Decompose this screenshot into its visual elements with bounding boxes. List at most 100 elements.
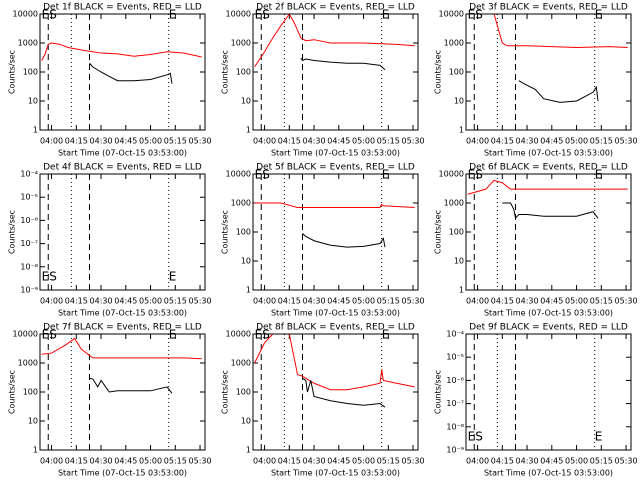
y-tick-label: 10⁻⁹ xyxy=(20,286,38,295)
chart-title: Det 3f BLACK = Events, RED = LLD xyxy=(469,3,628,13)
y-tick-label: 100 xyxy=(23,388,38,397)
y-tick-label: 10⁻⁷ xyxy=(446,399,464,408)
y-tick-label: 10⁻⁶ xyxy=(446,376,464,385)
series-line xyxy=(467,179,628,195)
y-axis-label: Counts/sec xyxy=(221,370,230,414)
series-line xyxy=(41,42,202,61)
y-tick-label: 100 xyxy=(236,68,251,77)
x-axis-label: Start Time (07-Oct-15 03:53:00) xyxy=(58,149,187,158)
x-tick-label: 04:00 xyxy=(466,137,489,146)
series-line xyxy=(254,333,415,391)
x-tick-label: 05:00 xyxy=(565,297,588,306)
x-tick-label: 05:00 xyxy=(352,457,375,466)
x-tick-label: 04:30 xyxy=(90,297,113,306)
series-line xyxy=(89,377,173,394)
plot-frame xyxy=(39,173,206,291)
annotation: ES xyxy=(468,430,483,444)
x-tick-label: 05:15 xyxy=(377,137,400,146)
x-tick-label: 05:30 xyxy=(615,137,638,146)
x-axis-label: Start Time (07-Oct-15 03:53:00) xyxy=(58,469,187,478)
y-tick-label: 100 xyxy=(449,68,464,77)
y-tick-label: 10 xyxy=(28,97,38,106)
x-tick-label: 05:30 xyxy=(402,137,425,146)
series-line xyxy=(41,337,202,360)
x-tick-label: 04:45 xyxy=(114,297,137,306)
x-tick-label: 04:45 xyxy=(540,457,563,466)
x-tick-label: 04:15 xyxy=(278,137,301,146)
x-tick-label: 05:30 xyxy=(189,297,212,306)
x-tick-label: 05:15 xyxy=(164,137,187,146)
y-tick-label: 100 xyxy=(449,228,464,237)
y-tick-label: 1 xyxy=(459,126,464,135)
y-tick-label: 1000 xyxy=(444,39,464,48)
y-tick-label: 1000 xyxy=(18,39,38,48)
y-tick-label: 10 xyxy=(28,417,38,426)
series-line xyxy=(502,202,599,220)
series-line xyxy=(300,57,386,71)
y-tick-label: 10 xyxy=(454,97,464,106)
y-tick-label: 10⁻⁵ xyxy=(20,193,38,202)
series-line xyxy=(518,80,599,103)
y-tick-label: 10000 xyxy=(226,10,251,19)
x-tick-label: 05:15 xyxy=(590,297,613,306)
x-tick-label: 05:30 xyxy=(189,457,212,466)
plot-frame xyxy=(252,13,419,131)
x-tick-label: 04:30 xyxy=(516,297,539,306)
x-tick-label: 04:00 xyxy=(466,297,489,306)
series-line xyxy=(89,62,173,84)
y-tick-label: 1 xyxy=(246,286,251,295)
x-axis-label: Start Time (07-Oct-15 03:53:00) xyxy=(271,309,400,318)
x-tick-label: 04:15 xyxy=(65,297,88,306)
x-tick-label: 05:15 xyxy=(377,457,400,466)
y-tick-label: 100 xyxy=(23,68,38,77)
y-tick-label: 10000 xyxy=(226,170,251,179)
plot-frame xyxy=(465,333,632,451)
x-tick-label: 04:00 xyxy=(466,457,489,466)
y-tick-label: 1 xyxy=(246,126,251,135)
x-axis-label: Start Time (07-Oct-15 03:53:00) xyxy=(271,469,400,478)
y-tick-label: 1000 xyxy=(231,39,251,48)
y-axis-label: Counts/sec xyxy=(8,370,17,414)
y-tick-label: 10 xyxy=(241,257,251,266)
y-tick-label: 10⁻⁵ xyxy=(446,353,464,362)
x-tick-label: 04:30 xyxy=(303,297,326,306)
x-tick-label: 05:00 xyxy=(139,297,162,306)
y-tick-label: 10 xyxy=(241,97,251,106)
y-tick-label: 10⁻⁴ xyxy=(20,170,38,179)
y-tick-label: 1 xyxy=(459,286,464,295)
chart-title: Det 1f BLACK = Events, RED = LLD xyxy=(43,3,202,13)
y-axis-label: Counts/sec xyxy=(221,210,230,254)
series-line xyxy=(302,232,386,248)
series-line xyxy=(254,202,415,208)
y-tick-label: 10000 xyxy=(439,170,464,179)
chart-title: Det 7f BLACK = Events, RED = LLD xyxy=(43,323,202,333)
x-tick-label: 04:15 xyxy=(65,457,88,466)
y-tick-label: 10 xyxy=(241,417,251,426)
y-axis-label: Counts/sec xyxy=(8,50,17,94)
y-tick-label: 10⁻⁴ xyxy=(446,330,464,339)
x-tick-label: 05:30 xyxy=(615,457,638,466)
annotation: E xyxy=(169,270,177,284)
x-tick-label: 04:00 xyxy=(40,457,63,466)
x-tick-label: 04:45 xyxy=(540,137,563,146)
x-tick-label: 05:00 xyxy=(565,457,588,466)
plot-frame xyxy=(252,173,419,291)
plot-frame xyxy=(465,13,632,131)
x-tick-label: 04:45 xyxy=(114,457,137,466)
x-tick-label: 04:30 xyxy=(516,457,539,466)
y-tick-label: 10⁻⁹ xyxy=(446,446,464,455)
x-tick-label: 04:15 xyxy=(491,137,514,146)
x-tick-label: 04:00 xyxy=(253,457,276,466)
y-tick-label: 10⁻⁷ xyxy=(20,239,38,248)
x-axis-label: Start Time (07-Oct-15 03:53:00) xyxy=(484,309,613,318)
x-tick-label: 05:30 xyxy=(615,297,638,306)
y-tick-label: 1000 xyxy=(231,359,251,368)
y-axis-label: Counts/sec xyxy=(434,370,443,414)
y-tick-label: 100 xyxy=(236,228,251,237)
y-axis-label: Counts/sec xyxy=(434,50,443,94)
y-tick-label: 10⁻⁶ xyxy=(20,216,38,225)
annotation: E xyxy=(595,430,603,444)
chart-title: Det 8f BLACK = Events, RED = LLD xyxy=(256,323,415,333)
x-tick-label: 05:00 xyxy=(565,137,588,146)
